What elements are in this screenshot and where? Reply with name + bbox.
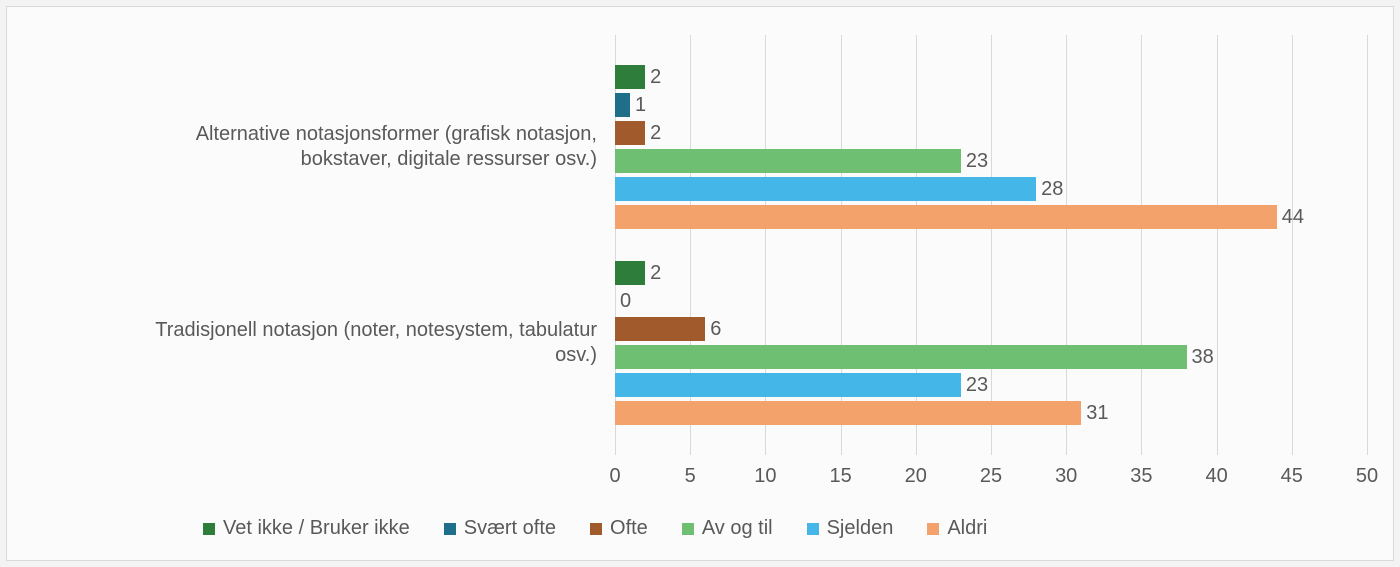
x-tick-label: 35 — [1130, 465, 1152, 488]
bar-sjelden — [615, 373, 961, 397]
x-tick-label: 45 — [1281, 465, 1303, 488]
legend-label: Ofte — [610, 517, 648, 540]
x-tick-label: 30 — [1055, 465, 1077, 488]
legend-swatch — [682, 523, 694, 535]
bar-aldri — [615, 401, 1081, 425]
x-tick-label: 20 — [905, 465, 927, 488]
bar-value-label: 6 — [710, 317, 721, 341]
plot-area: 212232844206382331 — [615, 35, 1367, 455]
gridline — [1292, 35, 1293, 455]
x-tick-label: 50 — [1356, 465, 1378, 488]
legend-swatch — [444, 523, 456, 535]
category-label: Alternative notasjonsformer (grafisk not… — [7, 122, 597, 172]
bar-av_og_til — [615, 149, 961, 173]
bar-value-label: 38 — [1192, 345, 1214, 369]
bar-vet_ikke — [615, 261, 645, 285]
x-tick-label: 15 — [829, 465, 851, 488]
legend-item-av_og_til: Av og til — [682, 517, 773, 540]
bar-value-label: 28 — [1041, 177, 1063, 201]
bar-svart_ofte — [615, 93, 630, 117]
legend-item-aldri: Aldri — [927, 517, 987, 540]
gridline — [1367, 35, 1368, 455]
legend-item-vet_ikke: Vet ikke / Bruker ikke — [203, 517, 410, 540]
bar-ofte — [615, 121, 645, 145]
bar-value-label: 1 — [635, 93, 646, 117]
category-label: Tradisjonell notasjon (noter, notesystem… — [7, 318, 597, 368]
legend-item-sjelden: Sjelden — [807, 517, 894, 540]
bar-value-label: 31 — [1086, 401, 1108, 425]
legend-label: Av og til — [702, 517, 773, 540]
bar-value-label: 23 — [966, 373, 988, 397]
legend-label: Sjelden — [827, 517, 894, 540]
chart-panel: 212232844206382331 05101520253035404550 … — [6, 6, 1394, 561]
bar-value-label: 23 — [966, 149, 988, 173]
x-tick-label: 10 — [754, 465, 776, 488]
gridline — [1141, 35, 1142, 455]
bar-av_og_til — [615, 345, 1187, 369]
x-tick-label: 5 — [685, 465, 696, 488]
bar-value-label: 2 — [650, 121, 661, 145]
x-tick-label: 0 — [609, 465, 620, 488]
bar-aldri — [615, 205, 1277, 229]
bar-value-label: 2 — [650, 65, 661, 89]
legend-label: Svært ofte — [464, 517, 556, 540]
gridline — [991, 35, 992, 455]
x-tick-label: 40 — [1205, 465, 1227, 488]
bar-ofte — [615, 317, 705, 341]
gridline — [1217, 35, 1218, 455]
legend-label: Vet ikke / Bruker ikke — [223, 517, 410, 540]
bar-value-label: 2 — [650, 261, 661, 285]
legend: Vet ikke / Bruker ikke Svært ofte Ofte Av o… — [203, 517, 987, 540]
x-tick-label: 25 — [980, 465, 1002, 488]
bar-vet_ikke — [615, 65, 645, 89]
legend-item-ofte: Ofte — [590, 517, 648, 540]
bar-value-label: 44 — [1282, 205, 1304, 229]
bar-sjelden — [615, 177, 1036, 201]
bar-value-label: 0 — [620, 289, 631, 313]
legend-swatch — [590, 523, 602, 535]
legend-swatch — [203, 523, 215, 535]
legend-swatch — [807, 523, 819, 535]
legend-item-svart_ofte: Svært ofte — [444, 517, 556, 540]
gridline — [1066, 35, 1067, 455]
legend-label: Aldri — [947, 517, 987, 540]
legend-swatch — [927, 523, 939, 535]
